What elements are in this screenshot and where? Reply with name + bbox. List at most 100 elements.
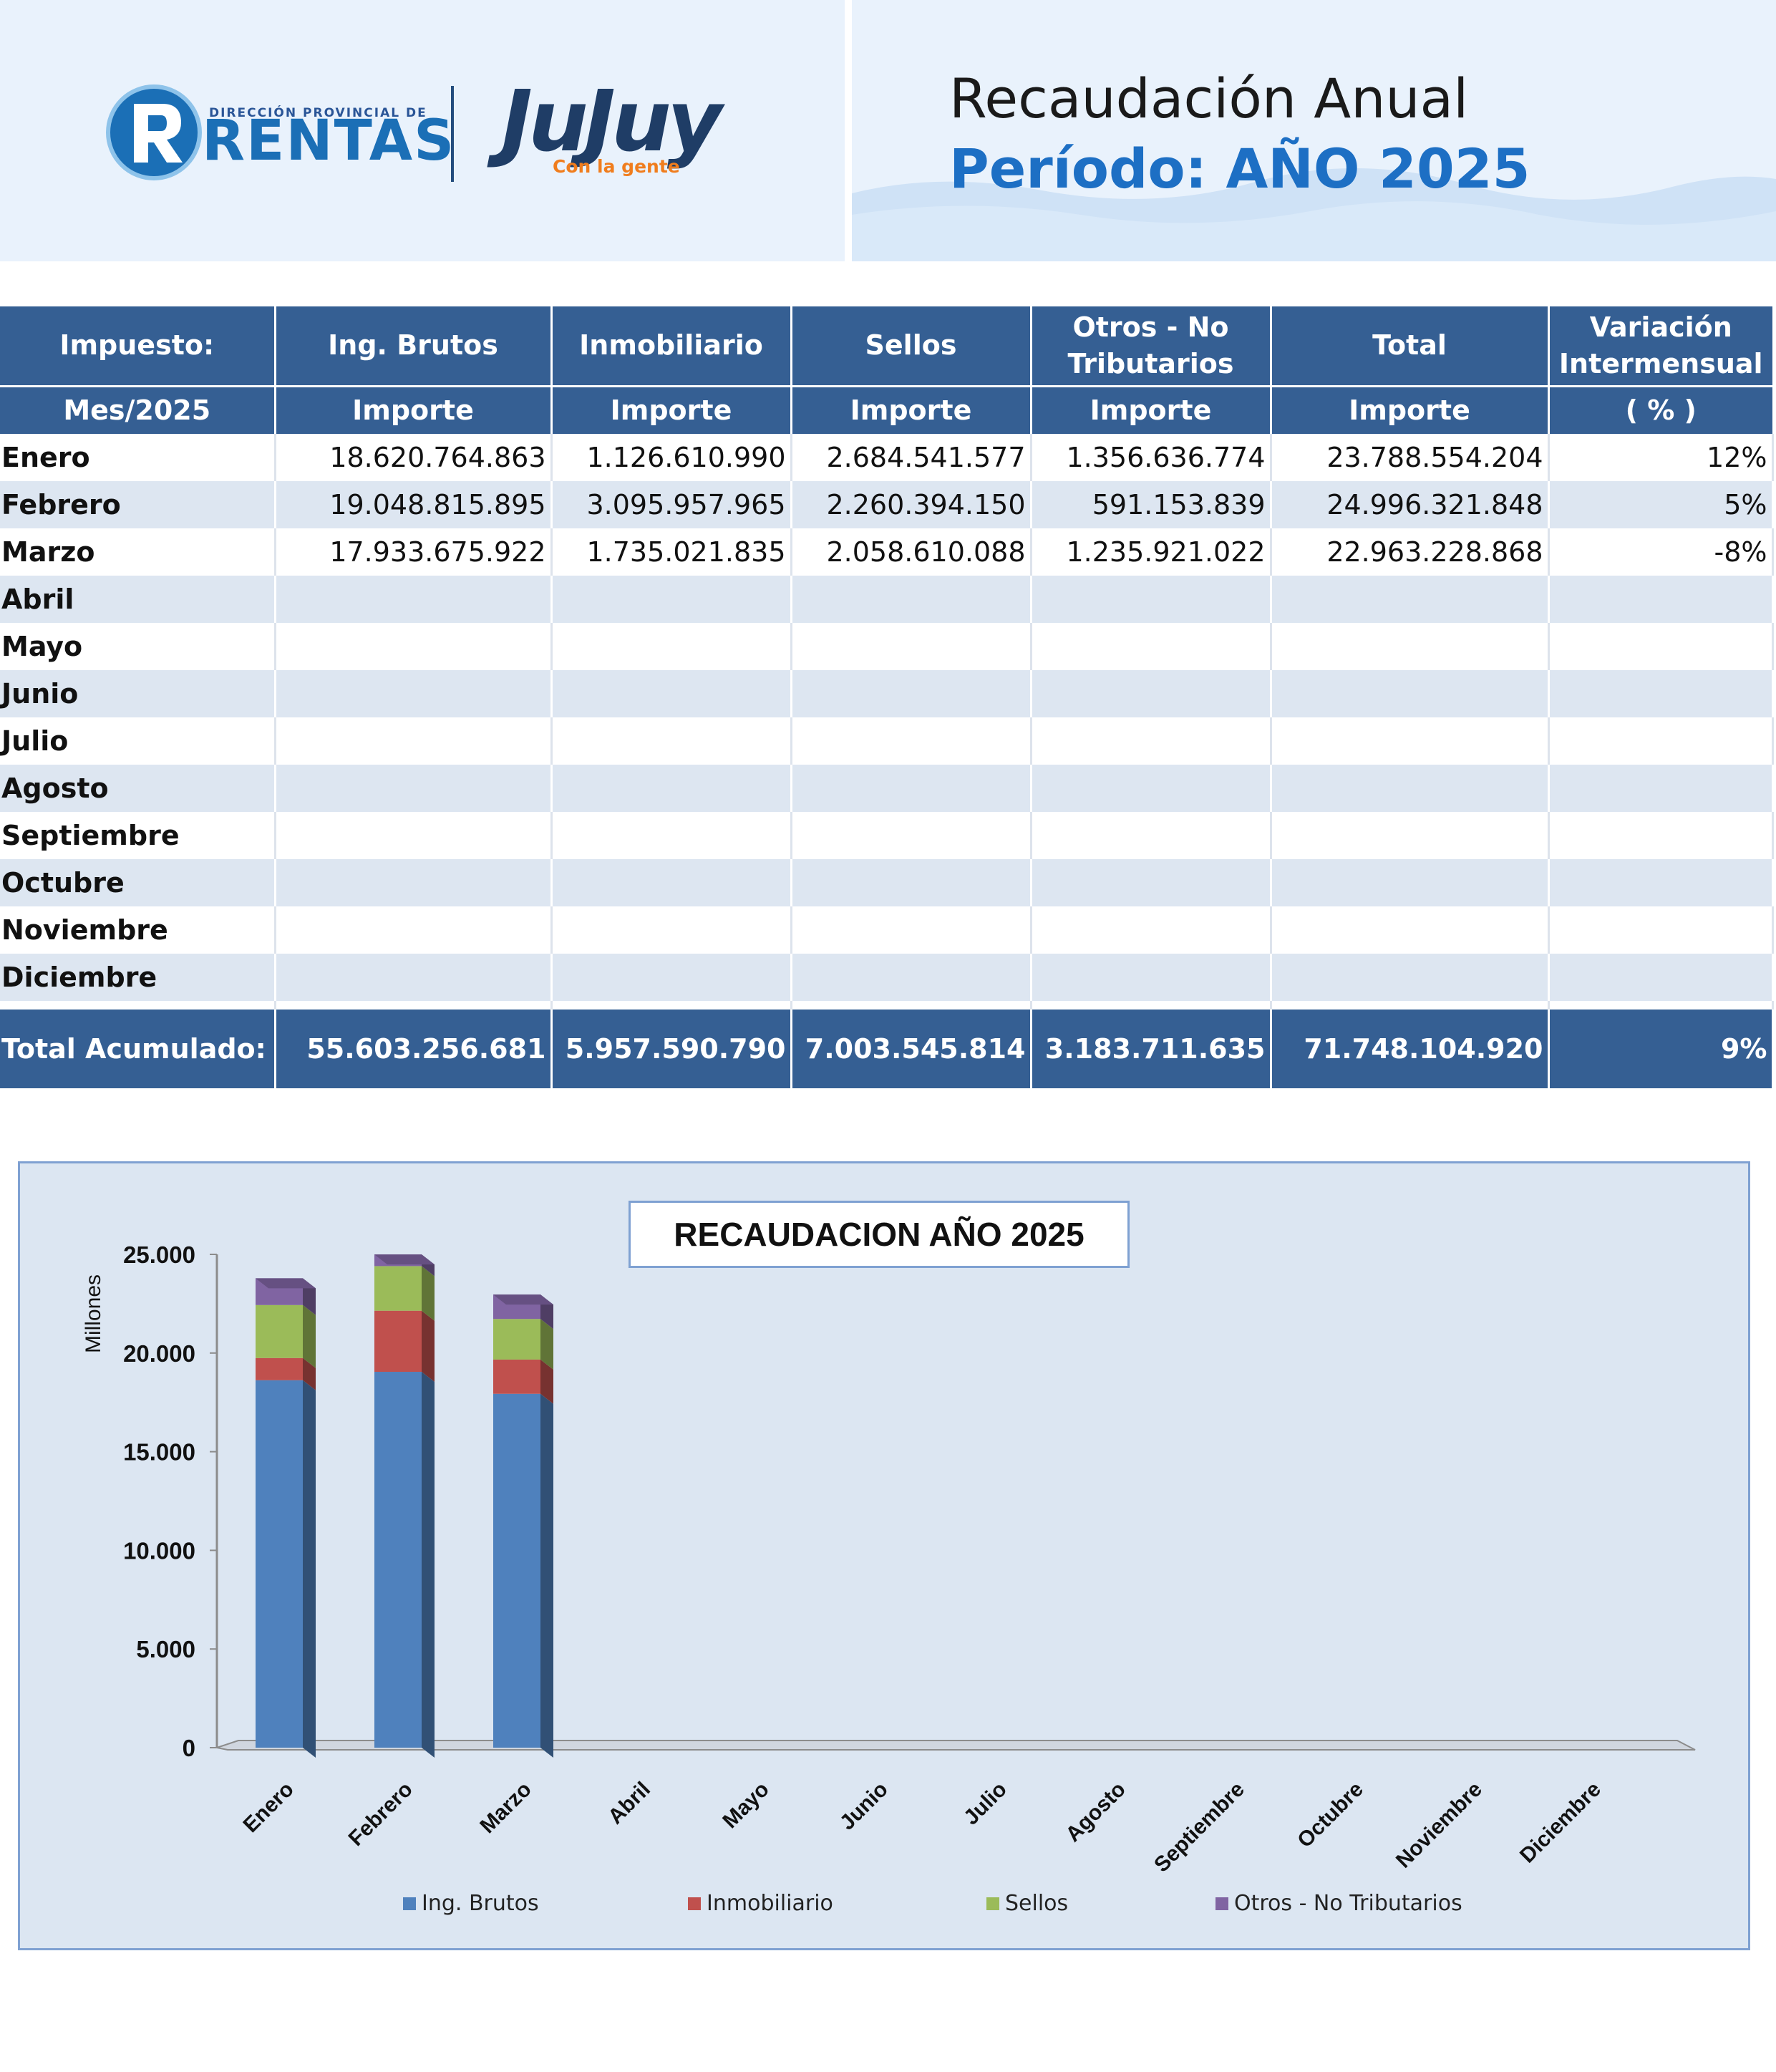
table-cell [1031,623,1272,670]
table-cell [551,576,792,623]
table-cell [275,670,553,717]
table-cell [551,859,792,906]
table-row: Diciembre [0,954,1774,1001]
bar-segment-side [422,1310,435,1383]
spacer-cell [1548,1001,1774,1010]
row-label: Julio [0,717,276,765]
subheader-percent: ( % ) [1548,386,1772,434]
table-cell [1548,859,1774,906]
table-row: Enero 18.620.764.863 1.126.610.990 2.684.54… [0,434,1774,481]
page-title: Recaudación Anual [949,67,1469,130]
x-tick-label: Junio [835,1778,893,1835]
table-row: Marzo 17.933.675.922 1.735.021.835 2.058.61… [0,528,1774,576]
table-cell: 12% [1548,434,1774,481]
y-tick-label: 10.000 [123,1537,195,1564]
legend-swatch [688,1897,701,1910]
bar-segment [493,1319,540,1360]
row-label: Total Acumulado: [0,1010,276,1088]
bar-segment-side [422,1266,435,1321]
y-tick-label: 25.000 [123,1241,195,1268]
subheader-importe: Importe [275,386,553,434]
row-label: Febrero [0,481,276,528]
x-tick-label: Mayo [718,1778,774,1834]
table-cell [275,765,553,812]
table-row: Mayo [0,623,1774,670]
x-tick-label: Septiembre [1150,1778,1249,1877]
legend-swatch [403,1897,416,1910]
table-cell: 24.996.321.848 [1271,481,1550,528]
table-cell: 5% [1548,481,1774,528]
table-cell [1031,859,1272,906]
table-cell [551,765,792,812]
chart-title: RECAUDACION AÑO 2025 [674,1216,1084,1253]
row-label: Diciembre [0,954,276,1001]
col-header-impuesto: Impuesto: [0,306,276,387]
row-label: Abril [0,576,276,623]
table-cell: 2.260.394.150 [791,481,1032,528]
table-cell [551,623,792,670]
x-tick-label: Octubre [1293,1778,1368,1853]
bar-segment [256,1304,303,1358]
table-cell [791,812,1032,859]
table-cell: 1.126.610.990 [551,434,792,481]
table-cell: 18.620.764.863 [275,434,553,481]
table-cell [275,812,553,859]
stacked-bar-chart: 0 5.000 10.000 15.000 20.000 25.000 Millones En… [82,1241,1696,1916]
table-cell [275,954,553,1001]
table-cell [1548,576,1774,623]
legend-label: Inmobiliario [707,1891,833,1916]
x-tick-label: Agosto [1062,1778,1130,1846]
col-header-otros: Otros - No Tributarios [1031,306,1272,387]
page-period: Período: AÑO 2025 [949,137,1530,200]
table-cell: 1.235.921.022 [1031,528,1272,576]
bar-segment-side [303,1380,316,1758]
table-cell [1031,954,1272,1001]
header-title-panel [852,0,1776,261]
table-cell: 1.356.636.774 [1031,434,1272,481]
x-tick-label: Marzo [475,1778,536,1839]
legend-label: Ing. Brutos [422,1891,539,1916]
table-row: Septiembre [0,812,1774,859]
table-cell [1031,717,1272,765]
table-cell: 2.058.610.088 [791,528,1032,576]
table-cell: 22.963.228.868 [1271,528,1550,576]
rentas-logo-icon [106,84,202,180]
table-cell [551,906,792,954]
brand-small-text: DIRECCIÓN PROVINCIAL DE [209,106,427,120]
table-cell [1548,623,1774,670]
row-label: Marzo [0,528,276,576]
bar-segment [374,1310,422,1373]
row-label: Mayo [0,623,276,670]
table-cell [791,765,1032,812]
spacer-cell [1031,1001,1272,1010]
chart-container: 0 5.000 10.000 15.000 20.000 25.000 Millones En… [18,1161,1750,1950]
table-cell [791,906,1032,954]
table-cell [551,670,792,717]
subheader-importe: Importe [1271,386,1550,434]
spacer-cell [791,1001,1032,1010]
total-row: Total Acumulado: 55.603.256.681 5.957.590.… [0,1010,1774,1088]
table-header-row: Impuesto: Ing. Brutos Inmobiliario Sello… [0,306,1772,387]
bar-segment [256,1380,303,1748]
table-cell [1271,812,1550,859]
table-cell [1548,906,1774,954]
table-cell [791,623,1032,670]
table-cell [791,859,1032,906]
table-spacer [0,1001,1774,1010]
table-cell: 5.957.590.790 [551,1010,792,1088]
table-cell: 19.048.815.895 [275,481,553,528]
table-cell [1548,670,1774,717]
bar-segment [374,1266,422,1311]
subheader-importe: Importe [791,386,1032,434]
table-cell: 2.684.541.577 [791,434,1032,481]
table-cell [1548,765,1774,812]
row-label: Junio [0,670,276,717]
header-logo-panel: DIRECCIÓN PROVINCIAL DE RENTAS JuJuy Con… [0,0,845,261]
legend-label: Otros - No Tributarios [1234,1891,1462,1916]
spacer-cell [0,1001,276,1010]
table-cell: -8% [1548,528,1774,576]
table-cell [551,954,792,1001]
table-row: Febrero 19.048.815.895 3.095.957.965 2.260.… [0,481,1774,528]
table-cell [1548,717,1774,765]
y-tick-label: 20.000 [123,1340,195,1367]
